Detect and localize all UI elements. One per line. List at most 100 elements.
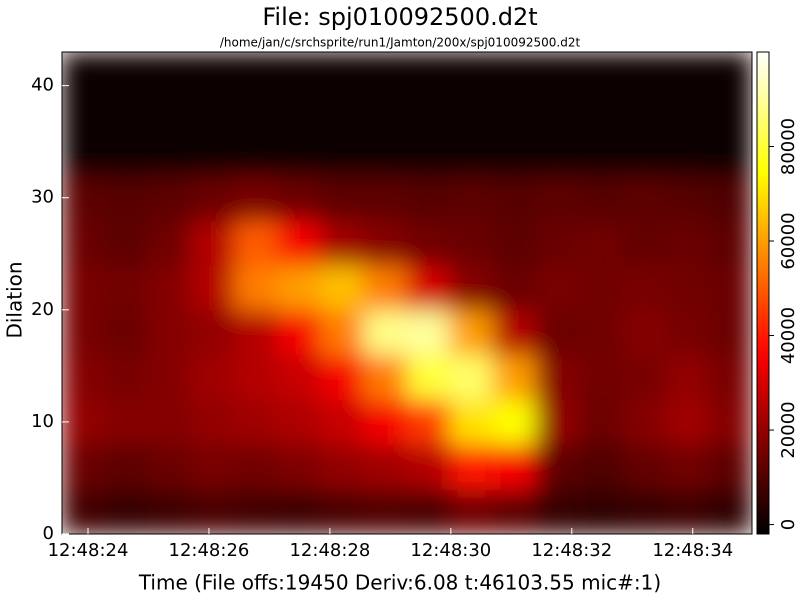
- heatmap-cell: [62, 398, 106, 445]
- heatmap-cell: [363, 264, 408, 311]
- heatmap-cell: [320, 309, 365, 356]
- heatmap-cell: [363, 354, 408, 400]
- heatmap-cell: [406, 309, 451, 356]
- heatmap-cell: [535, 174, 580, 221]
- y-axis-label: Dilation: [3, 261, 27, 338]
- heatmap-cell: [320, 354, 365, 400]
- heatmap-cell: [708, 398, 752, 445]
- heatmap-cell: [535, 354, 580, 400]
- heatmap-cell: [665, 443, 710, 490]
- heatmap-cell: [535, 488, 580, 534]
- y-tick-label: 40: [31, 75, 54, 96]
- heatmap-cell: [622, 309, 667, 356]
- heatmap-cell: [190, 52, 235, 176]
- heatmap-cell: [579, 309, 624, 356]
- heatmap-cell: [277, 52, 322, 176]
- heatmap-cell: [492, 174, 537, 221]
- heatmap-cell: [62, 219, 106, 266]
- heatmap-cell: [363, 443, 408, 490]
- heatmap-cell: [104, 174, 149, 221]
- heatmap-cell: [622, 219, 667, 266]
- heatmap-cell: [104, 354, 149, 400]
- heatmap-cell: [234, 52, 279, 176]
- heatmap-cell: [190, 309, 235, 356]
- heatmap-cell: [104, 443, 149, 490]
- heatmap-cell: [277, 354, 322, 400]
- heatmap-cell: [579, 52, 624, 176]
- x-tick-label: 12:48:34: [652, 540, 733, 561]
- heatmap-cell: [234, 354, 279, 400]
- colorbar-tick-label: 80000: [778, 118, 799, 175]
- heatmap-cell: [406, 354, 451, 400]
- heatmap-cell: [622, 443, 667, 490]
- chart-subtitle: /home/jan/c/srchsprite/run1/Jamton/200x/…: [220, 36, 581, 50]
- heatmap-cell: [579, 174, 624, 221]
- x-tick-label: 12:48:26: [169, 540, 250, 561]
- heatmap-cell: [277, 443, 322, 490]
- heatmap-cell: [406, 52, 451, 176]
- heatmap-cell: [234, 309, 279, 356]
- heatmap-cell: [234, 264, 279, 311]
- x-tick-label: 12:48:28: [289, 540, 370, 561]
- heatmap-cell: [579, 488, 624, 534]
- y-tick-label: 0: [43, 523, 54, 544]
- colorbar-tick-label: 20000: [778, 401, 799, 458]
- colorbar-tick-label: 40000: [778, 307, 799, 364]
- heatmap-cell: [492, 443, 537, 490]
- heatmap-cell: [320, 398, 365, 445]
- chart-title: File: spj010092500.d2t: [262, 3, 537, 31]
- heatmap-cell: [622, 488, 667, 534]
- heatmap-cell: [622, 264, 667, 311]
- heatmap-cell: [449, 219, 494, 266]
- heatmap-cell: [104, 219, 149, 266]
- heatmap-cell: [190, 443, 235, 490]
- heatmap-cell: [320, 488, 365, 534]
- heatmap-cell: [449, 309, 494, 356]
- heatmap-cell: [492, 354, 537, 400]
- heatmap-cell: [190, 219, 235, 266]
- heatmap-cell: [449, 443, 494, 490]
- heatmap-cell: [62, 488, 106, 534]
- heatmap-cell: [190, 354, 235, 400]
- heatmap-cell: [579, 219, 624, 266]
- heatmap-cell: [579, 264, 624, 311]
- heatmap-cell: [104, 398, 149, 445]
- heatmap-cell: [708, 309, 752, 356]
- heatmap-cell: [622, 174, 667, 221]
- heatmap-cell: [277, 309, 322, 356]
- x-axis-label: Time (File offs:19450 Deriv:6.08 t:46103…: [138, 571, 661, 595]
- heatmap-cell: [708, 52, 752, 176]
- heatmap-cell: [579, 354, 624, 400]
- heatmap-cell: [320, 52, 365, 176]
- heatmap-cell: [62, 354, 106, 400]
- heatmap-cell: [406, 219, 451, 266]
- heatmap-cell: [406, 443, 451, 490]
- heatmap-cell: [320, 264, 365, 311]
- heatmap-cell: [406, 264, 451, 311]
- y-tick-label: 30: [31, 187, 54, 208]
- heatmap-cell: [665, 488, 710, 534]
- heatmap-cell: [535, 52, 580, 176]
- heatmap-cell: [492, 488, 537, 534]
- colorbar: [756, 51, 770, 535]
- heatmap-cell: [492, 219, 537, 266]
- heatmap-cell: [363, 398, 408, 445]
- plot-frame: [61, 51, 753, 535]
- heatmap-cell: [147, 398, 192, 445]
- heatmap-cell: [449, 52, 494, 176]
- heatmap-cell: [492, 309, 537, 356]
- heatmap-cell: [363, 52, 408, 176]
- heatmap-cell: [449, 398, 494, 445]
- heatmap-cell: [406, 174, 451, 221]
- heatmap-cell: [363, 219, 408, 266]
- heatmap-cell: [579, 443, 624, 490]
- heatmap-cell: [190, 264, 235, 311]
- heatmap-cell: [665, 52, 710, 176]
- heatmap-cell: [492, 264, 537, 311]
- heatmap-cell: [535, 398, 580, 445]
- heatmap-cell: [147, 52, 192, 176]
- heatmap-cell: [449, 264, 494, 311]
- heatmap-cell: [363, 174, 408, 221]
- heatmap-cell: [104, 309, 149, 356]
- heatmap-cell: [535, 443, 580, 490]
